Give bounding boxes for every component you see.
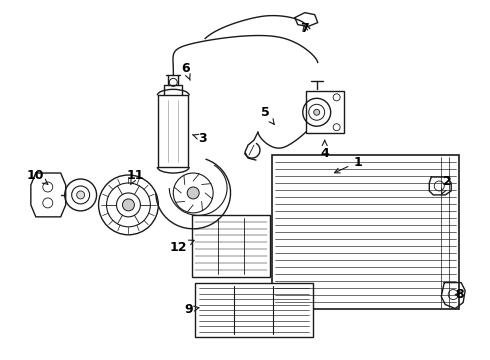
Text: 5: 5	[261, 106, 274, 124]
Circle shape	[314, 109, 319, 115]
Text: 2: 2	[441, 175, 452, 194]
Circle shape	[187, 187, 199, 199]
Text: 1: 1	[335, 156, 362, 173]
Bar	[195, 283, 313, 337]
Text: 4: 4	[320, 140, 329, 159]
Text: 6: 6	[181, 62, 190, 80]
Text: 7: 7	[300, 22, 309, 35]
Text: 11: 11	[127, 168, 144, 184]
Bar	[158, 95, 188, 167]
Text: 8: 8	[455, 288, 464, 301]
Bar	[306, 91, 343, 133]
Circle shape	[122, 199, 134, 211]
Text: 3: 3	[193, 132, 206, 145]
Text: 12: 12	[170, 240, 194, 254]
Bar	[272, 155, 459, 310]
Circle shape	[76, 191, 85, 199]
Bar	[192, 215, 270, 276]
Text: 9: 9	[184, 303, 199, 316]
Text: 10: 10	[27, 168, 48, 184]
